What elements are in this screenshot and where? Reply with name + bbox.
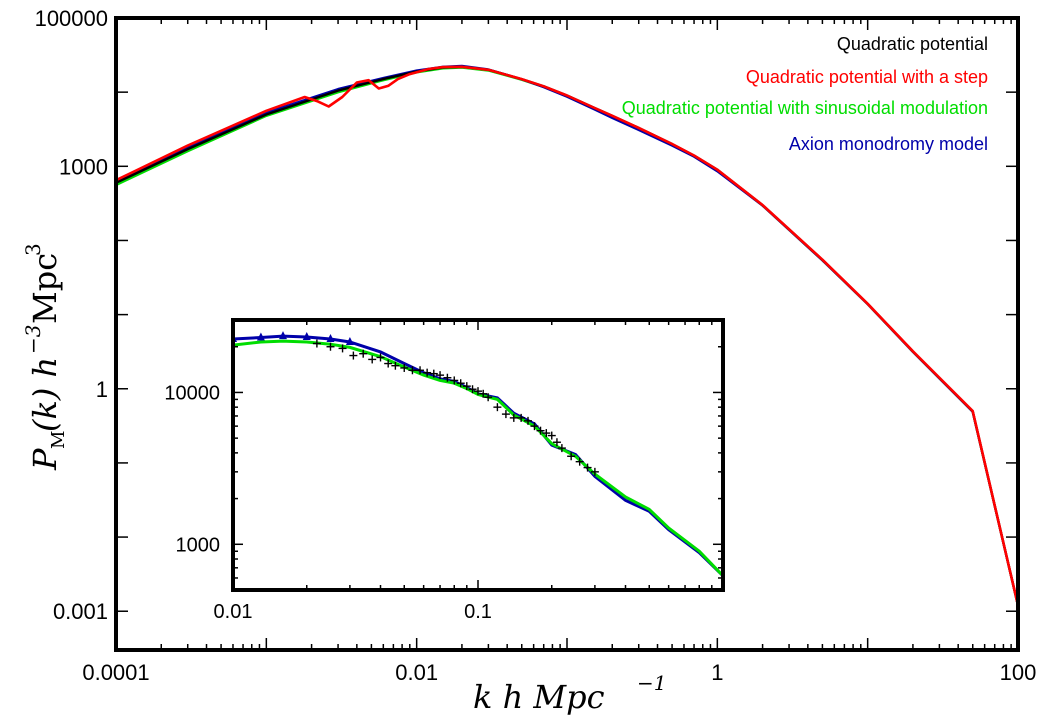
inset-data-point <box>384 359 393 368</box>
legend-item-quadratic-potential-with-sinusoidal-modulation: Quadratic potential with sinusoidal modu… <box>622 98 988 118</box>
inset-axion-marker <box>279 331 288 340</box>
inset-data-point <box>479 389 488 398</box>
inset-data-point <box>416 366 425 375</box>
inset-data-point <box>536 426 545 435</box>
inset-data-point <box>326 342 335 351</box>
inset-data-point <box>338 344 347 353</box>
svg-text:(k) h: (k) h <box>26 357 64 432</box>
inset-data-point <box>456 379 465 388</box>
inset-data-point <box>443 373 452 382</box>
inset-tick-labels: 0.01 0.1 10000 1000 <box>164 382 492 623</box>
main-tick-labels: 0.0001 0.01 1 100 100000 1000 1 0.001 <box>35 6 1037 685</box>
inset-data-point <box>436 371 445 380</box>
inset-data-point <box>423 368 432 377</box>
inset-data-point <box>400 363 409 372</box>
svg-text:−3: −3 <box>21 325 45 354</box>
x-tick-label: 0.01 <box>395 660 438 685</box>
inset-plot: 0.01 0.1 10000 1000 <box>164 318 725 623</box>
inset-background <box>233 320 723 590</box>
inset-data-point <box>590 467 599 476</box>
inset-y-tick-label: 10000 <box>164 382 220 404</box>
svg-text:Mpc: Mpc <box>26 253 64 324</box>
legend-item-quadratic-potential: Quadratic potential <box>837 34 988 54</box>
inset-data-point <box>368 355 377 364</box>
inset-data-point <box>509 413 518 422</box>
x-axis-title: k h Mpc −1 <box>473 671 666 716</box>
inset-data-point <box>462 382 471 391</box>
inset-data-point <box>530 422 539 431</box>
inset-y-tick-label: 1000 <box>176 534 221 556</box>
svg-text:3: 3 <box>21 243 45 256</box>
inset-axion-marker <box>326 333 335 342</box>
inset-data-point <box>524 416 533 425</box>
inset-data-point <box>429 369 438 378</box>
inset-series-group <box>233 331 723 577</box>
inset-data-point <box>349 351 358 360</box>
svg-text:P: P <box>26 448 64 471</box>
x-tick-label: 0.0001 <box>82 660 149 685</box>
inset-data-point <box>517 413 526 422</box>
inset-data-point <box>391 361 400 370</box>
x-tick-label: 100 <box>1000 660 1037 685</box>
inset-data-point <box>501 410 510 419</box>
inset-data-point <box>583 463 592 472</box>
inset-data-point <box>450 376 459 385</box>
inset-data-point <box>542 429 551 438</box>
inset-axion-marker <box>302 331 311 340</box>
inset-data-point <box>408 366 417 375</box>
inset-data-point <box>376 353 385 362</box>
svg-text:k h Mpc: k h Mpc <box>473 678 605 716</box>
inset-data-point <box>484 393 493 402</box>
main-series-quadratic-potential-with-a-step <box>116 65 1018 606</box>
inset-data-point <box>474 387 482 396</box>
inset-data-point <box>567 452 576 461</box>
inset-data-point <box>547 431 556 440</box>
legend-item-quadratic-potential-with-a-step: Quadratic potential with a step <box>746 67 988 87</box>
inset-axion-marker <box>256 332 265 341</box>
legend: Quadratic potential Quadratic potential w… <box>622 34 988 154</box>
y-tick-label: 0.001 <box>53 599 108 624</box>
inset-x-tick-label: 0.01 <box>214 601 253 623</box>
y-axis-title: P M (k) h −3 Mpc 3 <box>21 243 69 471</box>
y-tick-label: 1 <box>96 377 108 402</box>
main-plot-frame <box>114 16 1020 652</box>
inset-plot-frame <box>231 318 725 592</box>
inset-data-point <box>557 444 566 453</box>
svg-text:−1: −1 <box>637 671 666 695</box>
svg-text:M: M <box>48 431 69 449</box>
x-tick-label: 1 <box>711 660 723 685</box>
inset-data-point <box>468 385 477 394</box>
main-series-group <box>116 64 1018 606</box>
inset-x-tick-label: 0.1 <box>464 601 492 623</box>
inset-data-point <box>493 403 502 412</box>
inset-axion-marker <box>345 336 354 345</box>
inset-data-point <box>312 339 321 348</box>
inset-data-point <box>359 349 368 358</box>
inset-data-point <box>552 438 561 447</box>
legend-item-axion-monodromy-model: Axion monodromy model <box>789 134 988 154</box>
y-tick-label: 100000 <box>35 6 108 31</box>
y-tick-label: 1000 <box>59 154 108 179</box>
inset-data-point <box>575 457 584 466</box>
main-plot: 0.0001 0.01 1 100 100000 1000 1 0.001 <box>35 6 1037 685</box>
